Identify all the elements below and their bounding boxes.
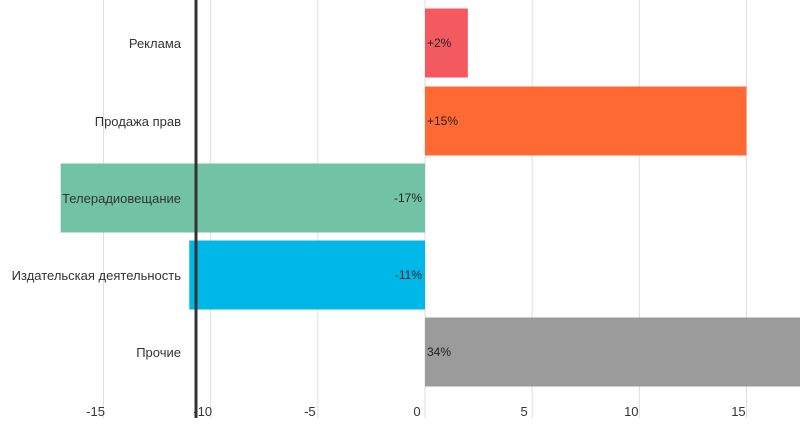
category-label: Прочие (136, 345, 181, 360)
category-label: Реклама (129, 36, 182, 51)
data-label: 34% (427, 345, 451, 359)
tick-label: -10 (193, 404, 212, 419)
tick-label: 15 (731, 404, 745, 419)
bar (425, 8, 468, 78)
bar (425, 86, 747, 156)
data-label: -11% (395, 268, 422, 282)
tick-label: 5 (521, 404, 528, 419)
category-label: Издательская деятельность (12, 268, 182, 283)
tick-label: -5 (304, 404, 316, 419)
data-label: -17% (394, 191, 422, 205)
bar (60, 163, 425, 233)
bar (425, 317, 800, 387)
category-label: Продажа прав (95, 114, 181, 129)
data-label: +2% (427, 36, 452, 50)
data-label: +15% (427, 114, 458, 128)
bar (189, 240, 425, 310)
category-label: Телерадиовещание (62, 191, 181, 206)
tick-label: 0 (413, 404, 420, 419)
tick-label: -15 (86, 404, 105, 419)
tick-label: 10 (624, 404, 638, 419)
